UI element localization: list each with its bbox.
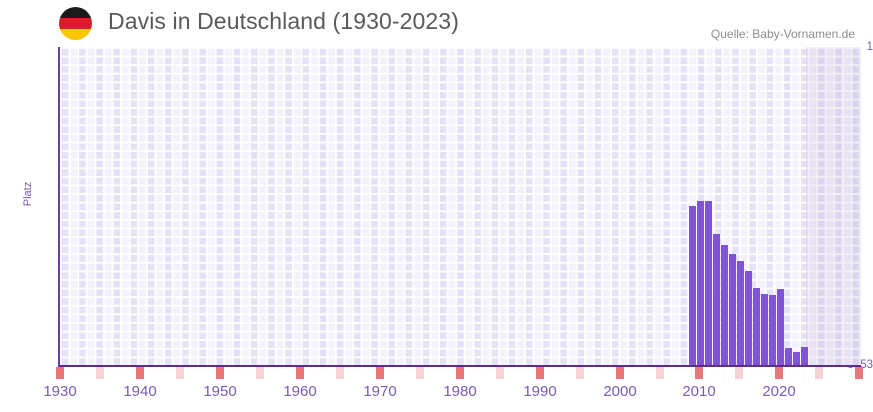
x-axis-tick-major (695, 367, 703, 379)
x-axis-tick-minor (576, 367, 584, 379)
bar (777, 289, 784, 365)
bar (753, 288, 760, 365)
bar (745, 271, 752, 365)
source-attribution: Quelle: Baby-Vornamen.de (710, 27, 855, 41)
y-axis-title: Platz (22, 181, 34, 207)
bar (761, 294, 768, 365)
x-axis-label: 2010 (682, 383, 716, 400)
x-axis-tick-major (536, 367, 544, 379)
x-axis-tick-minor (96, 367, 104, 379)
bar (729, 254, 736, 365)
bar (689, 206, 696, 365)
x-axis-label: 2000 (603, 383, 637, 400)
x-axis-tick-major (296, 367, 304, 379)
x-axis-tick-minor (815, 367, 823, 379)
x-axis-label: 1980 (443, 383, 477, 400)
x-axis-label: 2020 (762, 383, 796, 400)
plot-area (58, 47, 861, 367)
chart-header: Davis in Deutschland (1930-2023) Quelle:… (0, 0, 873, 46)
x-axis-tick-minor (176, 367, 184, 379)
bar (705, 201, 712, 365)
x-axis-tick-minor (656, 367, 664, 379)
bar (801, 347, 808, 365)
bar (697, 201, 704, 365)
x-axis-label: 1950 (203, 383, 237, 400)
x-axis-label: 1960 (283, 383, 317, 400)
x-axis-tick-minor (496, 367, 504, 379)
bar (793, 352, 800, 365)
x-axis-tick-minor (336, 367, 344, 379)
x-axis-tick-major (376, 367, 384, 379)
bar (737, 261, 744, 365)
flag-band-gold (59, 29, 92, 40)
chart-title: Davis in Deutschland (1930-2023) (108, 8, 459, 34)
x-axis-label: 1930 (43, 383, 77, 400)
x-axis-label: 1970 (363, 383, 397, 400)
flag-band-red (59, 18, 92, 29)
x-axis-ticks (56, 367, 863, 379)
x-axis-label: 1990 (523, 383, 557, 400)
bar (713, 234, 720, 365)
bar-series (60, 47, 861, 365)
german-flag-icon (59, 7, 92, 40)
x-axis-labels: 1930 1940 1950 1960 1970 1980 1990 2000 2010 2020 (0, 383, 873, 407)
flag-band-black (59, 7, 92, 18)
x-axis-tick-minor (256, 367, 264, 379)
bar (785, 348, 792, 365)
y-axis-tick-top: 1 (866, 41, 873, 53)
bar (721, 245, 728, 365)
x-axis-tick-major (775, 367, 783, 379)
x-axis-tick-minor (416, 367, 424, 379)
x-axis-tick-major (136, 367, 144, 379)
x-axis-tick-major (56, 367, 64, 379)
x-axis-tick-major (855, 367, 863, 379)
x-axis-tick-minor (735, 367, 743, 379)
x-axis-tick-major (456, 367, 464, 379)
bar (769, 295, 776, 365)
x-axis-tick-major (216, 367, 224, 379)
x-axis-tick-major (616, 367, 624, 379)
x-axis-label: 1940 (123, 383, 157, 400)
